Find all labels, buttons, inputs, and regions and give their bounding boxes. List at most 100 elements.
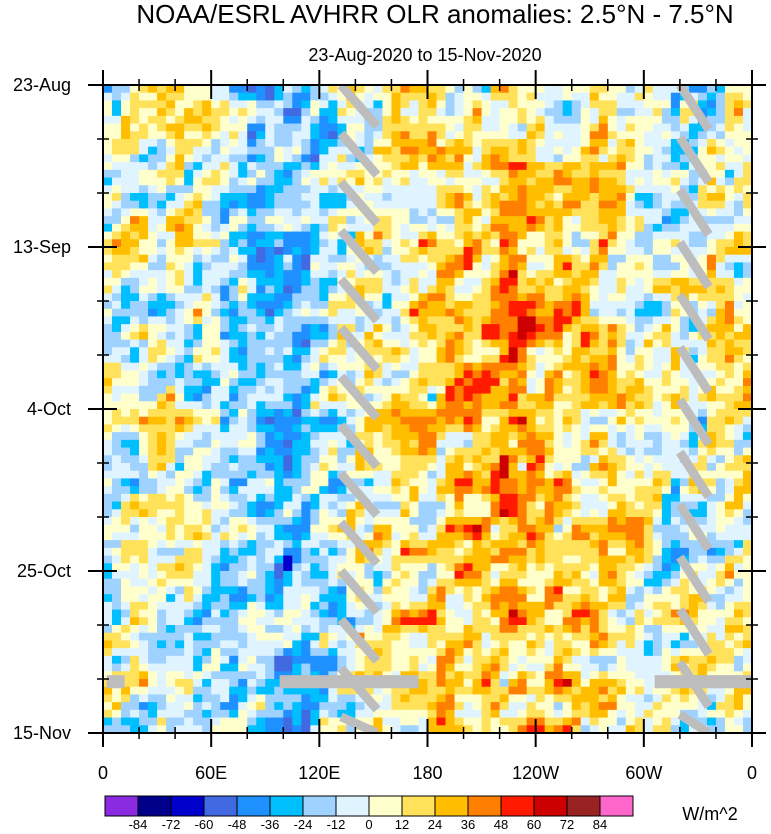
heatmap-cell	[373, 293, 384, 302]
heatmap-cell	[499, 208, 510, 217]
heatmap-cell	[148, 547, 158, 557]
heatmap-cell	[265, 355, 275, 364]
heatmap-cell	[319, 123, 329, 132]
heatmap-cell	[130, 547, 140, 557]
heatmap-cell	[454, 185, 465, 194]
heatmap-cell	[283, 370, 293, 379]
heatmap-cell	[328, 200, 338, 210]
heatmap-cell	[553, 85, 564, 94]
heatmap-cell	[211, 416, 221, 426]
heatmap-cell	[742, 493, 752, 503]
heatmap-cell	[229, 139, 239, 148]
heatmap-cell	[688, 501, 699, 510]
heatmap-cell	[112, 586, 122, 595]
heatmap-cell	[553, 293, 564, 302]
heatmap-cell	[409, 532, 420, 541]
heatmap-cell	[553, 424, 564, 433]
heatmap-cell	[571, 254, 582, 264]
heatmap-cell	[337, 100, 347, 109]
heatmap-cell	[292, 594, 302, 603]
heatmap-cell	[544, 571, 555, 580]
heatmap-cell	[283, 193, 293, 202]
heatmap-cell	[598, 200, 609, 210]
heatmap-cell	[688, 247, 699, 256]
heatmap-cell	[202, 85, 212, 94]
heatmap-cell	[130, 92, 140, 102]
heatmap-cell	[193, 486, 203, 495]
heatmap-cell	[481, 594, 492, 603]
heatmap-cell	[697, 308, 708, 318]
heatmap-cell	[499, 162, 510, 171]
heatmap-cell	[139, 378, 149, 387]
heatmap-cell	[643, 154, 654, 163]
heatmap-cell	[715, 470, 726, 480]
heatmap-cell	[418, 293, 429, 302]
heatmap-cell	[544, 85, 555, 94]
heatmap-cell	[472, 586, 483, 595]
heatmap-cell	[166, 108, 176, 117]
heatmap-cell	[355, 208, 365, 217]
heatmap-cell	[670, 293, 681, 302]
heatmap-cell	[607, 362, 618, 372]
heatmap-cell	[616, 532, 627, 541]
heatmap-cell	[121, 193, 131, 202]
heatmap-cell	[310, 223, 320, 233]
heatmap-cell	[157, 432, 167, 441]
heatmap-cell	[625, 270, 636, 279]
heatmap-cell	[643, 540, 654, 549]
heatmap-cell	[337, 439, 347, 449]
heatmap-cell	[571, 324, 582, 333]
heatmap-cell	[454, 493, 465, 503]
heatmap-cell	[697, 339, 708, 348]
heatmap-cell	[454, 293, 465, 302]
heatmap-cell	[130, 540, 140, 549]
heatmap-cell	[346, 216, 356, 225]
heatmap-cell	[499, 247, 510, 256]
heatmap-cell	[193, 501, 203, 510]
heatmap-cell	[418, 486, 429, 495]
heatmap-cell	[562, 324, 573, 333]
heatmap-cell	[103, 254, 113, 264]
heatmap-cell	[427, 185, 438, 194]
heatmap-cell	[247, 486, 257, 495]
heatmap-cell	[355, 324, 365, 333]
heatmap-cell	[490, 239, 501, 248]
heatmap-cell	[211, 169, 221, 179]
heatmap-cell	[409, 393, 420, 402]
heatmap-cell	[670, 247, 681, 256]
heatmap-cell	[634, 362, 645, 372]
heatmap-cell	[400, 378, 411, 387]
heatmap-cell	[256, 146, 266, 156]
heatmap-cell	[175, 193, 185, 202]
heatmap-cell	[463, 432, 474, 441]
heatmap-cell	[589, 378, 600, 387]
heatmap-cell	[193, 409, 203, 418]
heatmap-cell	[103, 501, 113, 510]
heatmap-cell	[580, 540, 591, 549]
heatmap-cell	[490, 331, 501, 341]
heatmap-cell	[247, 293, 257, 302]
heatmap-cell	[247, 223, 257, 233]
heatmap-cell	[310, 139, 320, 148]
heatmap-cell	[679, 470, 690, 480]
heatmap-cell	[148, 563, 158, 572]
heatmap-cell	[706, 524, 717, 534]
heatmap-cell	[211, 424, 221, 433]
heatmap-cell	[418, 324, 429, 333]
heatmap-cell	[283, 231, 293, 240]
heatmap-cell	[490, 177, 501, 186]
heatmap-cell	[661, 277, 672, 287]
heatmap-cell	[517, 409, 528, 418]
heatmap-cell	[625, 532, 636, 541]
heatmap-cell	[598, 532, 609, 541]
heatmap-cell	[517, 324, 528, 333]
heatmap-cell	[481, 447, 492, 456]
heatmap-cell	[670, 316, 681, 325]
heatmap-cell	[301, 123, 311, 132]
heatmap-cell	[697, 578, 708, 588]
heatmap-cell	[670, 571, 681, 580]
heatmap-cell	[490, 385, 501, 395]
heatmap-cell	[490, 416, 501, 426]
heatmap-cell	[130, 401, 140, 410]
heatmap-cell	[112, 154, 122, 163]
